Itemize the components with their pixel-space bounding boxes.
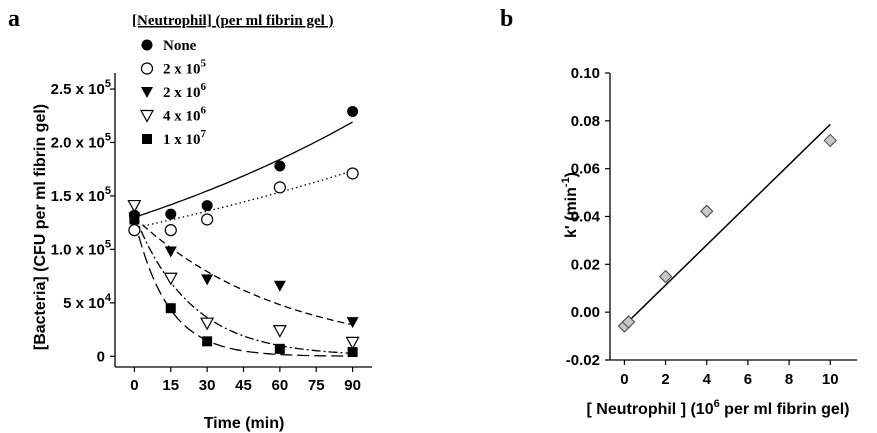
data-point-1 bbox=[346, 167, 359, 180]
x-tick-label-a: 75 bbox=[308, 377, 325, 394]
data-point-1 bbox=[128, 224, 141, 237]
fit-curve-0 bbox=[134, 121, 353, 218]
data-point-b bbox=[823, 133, 837, 148]
y-tick-label-a: 0 bbox=[97, 348, 105, 365]
fit-curves-a bbox=[133, 121, 353, 357]
data-point-0 bbox=[165, 208, 177, 220]
y-tick-label-a: 2.0 x 105 bbox=[51, 131, 111, 151]
panel-a-letter: a bbox=[8, 6, 20, 32]
regression-line bbox=[623, 123, 831, 326]
y-tick-label-b: -0.02 bbox=[566, 352, 600, 369]
data-point-2 bbox=[346, 317, 359, 329]
data-point-0 bbox=[274, 160, 286, 172]
legend-marker-3 bbox=[139, 109, 155, 123]
fit-curve-3 bbox=[133, 214, 353, 355]
panel-b-letter: b bbox=[500, 6, 513, 32]
data-point-4 bbox=[274, 343, 285, 354]
data-point-4 bbox=[347, 347, 358, 358]
x-tick-label-b: 6 bbox=[744, 371, 752, 388]
x-tick-label-a: 30 bbox=[199, 377, 216, 394]
y-axis-label-a: [Bacteria] (CFU per ml fibrin gel) bbox=[32, 104, 49, 350]
data-point-b bbox=[700, 204, 714, 218]
data-point-3 bbox=[127, 199, 142, 213]
y-tick-label-a: 5 x 104 bbox=[63, 292, 112, 312]
data-point-3 bbox=[345, 336, 360, 350]
fit-curve-4 bbox=[133, 219, 353, 357]
data-point-4 bbox=[129, 214, 140, 225]
data-point-1 bbox=[273, 181, 286, 194]
legend-label-1: 2 x 105 bbox=[163, 58, 207, 78]
chart-a: [Neutrophil] (per ml fibrin gel ) None 2 … bbox=[32, 13, 372, 432]
data-point-4 bbox=[202, 336, 213, 347]
y-tick-label-b: 0.02 bbox=[571, 256, 600, 273]
data-point-1 bbox=[164, 224, 177, 237]
x-tick-label-a: 0 bbox=[130, 377, 138, 394]
data-point-0 bbox=[347, 105, 359, 117]
legend-marker-2 bbox=[141, 87, 153, 98]
data-point-2 bbox=[201, 274, 214, 286]
y-tick-label-a: 1.5 x 105 bbox=[51, 185, 111, 205]
x-tick-label-b: 8 bbox=[785, 371, 793, 388]
x-tick-label-a: 90 bbox=[344, 377, 361, 394]
legend-marker-0 bbox=[141, 39, 153, 51]
y-tick-label-a: 2.5 x 105 bbox=[51, 78, 111, 98]
legend-label-3: 4 x 106 bbox=[163, 105, 207, 125]
data-point-3 bbox=[200, 317, 215, 331]
y-tick-label-a: 1.0 x 105 bbox=[51, 238, 111, 258]
data-point-b bbox=[621, 315, 636, 329]
legend-marker-4 bbox=[142, 134, 152, 144]
fit-curve-1 bbox=[134, 170, 353, 229]
fit-line-b bbox=[623, 123, 831, 326]
data-point-2 bbox=[164, 246, 177, 258]
legend-marker-1 bbox=[140, 62, 154, 75]
data-point-b bbox=[658, 269, 673, 284]
y-axis-label-b: k' (min-1) bbox=[560, 172, 580, 238]
data-point-3 bbox=[163, 272, 178, 286]
legend-a: None 2 x 105 2 x 106 4 x 106 1 x 107 bbox=[139, 38, 207, 148]
x-tick-label-b: 4 bbox=[703, 371, 712, 388]
data-point-1 bbox=[201, 213, 214, 226]
y-tick-label-b: 0.10 bbox=[571, 65, 600, 82]
data-point-2 bbox=[273, 280, 286, 292]
legend-label-4: 1 x 107 bbox=[163, 128, 207, 148]
data-points-b bbox=[617, 133, 837, 333]
data-point-0 bbox=[201, 200, 213, 212]
x-tick-label-b: 2 bbox=[661, 371, 669, 388]
data-point-3 bbox=[272, 325, 287, 338]
x-tick-label-b: 10 bbox=[822, 371, 839, 388]
data-point-4 bbox=[165, 303, 176, 314]
legend-label-0: None bbox=[163, 38, 197, 54]
y-tick-label-b: 0.04 bbox=[571, 209, 601, 226]
data-points-a bbox=[127, 105, 360, 358]
x-tick-label-a: 15 bbox=[162, 377, 179, 394]
chart-b: 0.10 0.08 0.06 0.04 0.02 0.00 -0.02 0 2 4 6 8 10 [ N… bbox=[560, 65, 857, 418]
y-tick-label-b: 0.06 bbox=[571, 161, 600, 178]
y-tick-label-b: 0.08 bbox=[571, 113, 600, 130]
x-tick-label-a: 60 bbox=[272, 377, 289, 394]
x-tick-label-a: 45 bbox=[235, 377, 252, 394]
y-tick-label-b: 0.00 bbox=[571, 304, 600, 321]
x-axis-label-b: [ Neutrophil ] (106 per ml fibrin gel) bbox=[586, 398, 849, 418]
legend-label-2: 2 x 106 bbox=[163, 81, 207, 101]
x-axis-label-a: Time (min) bbox=[204, 415, 285, 432]
axes-b: 0.10 0.08 0.06 0.04 0.02 0.00 -0.02 0 2 4 6 8 10 bbox=[566, 65, 857, 388]
axes-a: 0 5 x 104 1.0 x 105 1.5 x 105 2.0 x 105 2.5 x… bbox=[51, 73, 372, 394]
legend-title: [Neutrophil] (per ml fibrin gel ) bbox=[132, 13, 334, 29]
x-tick-label-b: 0 bbox=[620, 371, 628, 388]
